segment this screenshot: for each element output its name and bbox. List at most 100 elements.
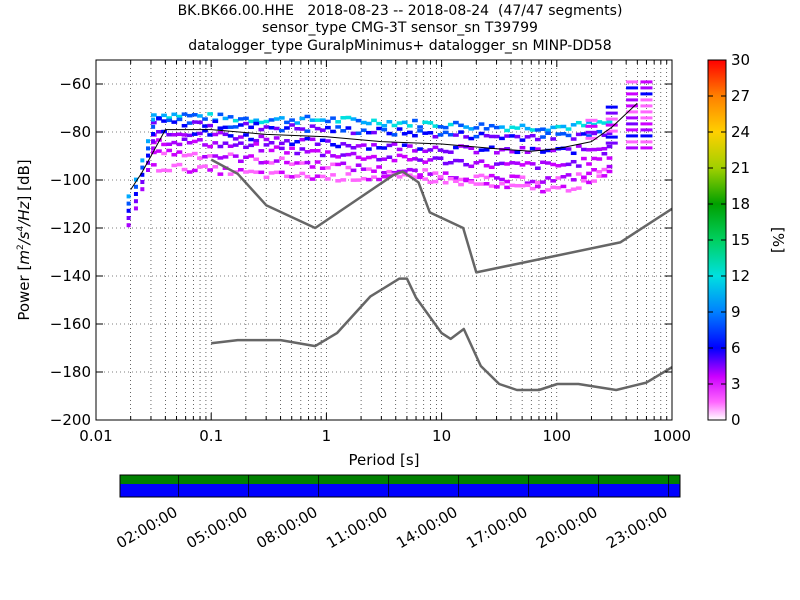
y-tick-label: −160 bbox=[50, 315, 91, 333]
psd-cell bbox=[330, 173, 336, 177]
psd-cell bbox=[350, 151, 357, 156]
psd-cell bbox=[499, 147, 505, 152]
psd-cell bbox=[273, 136, 280, 140]
psd-cell bbox=[463, 178, 470, 183]
x-tick-label: 0.1 bbox=[199, 427, 223, 445]
psd-cell bbox=[514, 174, 521, 179]
colorbar-tick-label: 12 bbox=[731, 267, 750, 285]
psd-cell bbox=[222, 132, 229, 137]
psd-cell bbox=[581, 156, 587, 161]
psd-cell bbox=[596, 120, 603, 124]
psd-cell bbox=[258, 120, 265, 125]
psd-cell bbox=[191, 113, 198, 117]
psd-cell bbox=[386, 155, 393, 159]
psd-cell bbox=[626, 104, 639, 108]
psd-cell bbox=[514, 161, 521, 165]
psd-cell bbox=[227, 115, 234, 119]
psd-cell bbox=[463, 125, 470, 129]
psd-cell bbox=[156, 169, 162, 173]
psd-cell bbox=[166, 148, 173, 153]
noise-model-curves bbox=[130, 102, 672, 392]
psd-cell bbox=[253, 138, 260, 143]
psd-cell bbox=[509, 134, 516, 138]
psd-cell bbox=[284, 120, 290, 125]
psd-cell bbox=[519, 183, 526, 188]
psd-cell bbox=[453, 158, 459, 163]
psd-cell bbox=[207, 154, 214, 158]
psd-cell bbox=[319, 118, 326, 122]
psd-cell bbox=[640, 134, 653, 138]
psd-cell bbox=[396, 153, 403, 158]
psd-cell bbox=[437, 133, 444, 137]
psd-cell bbox=[473, 182, 480, 186]
psd-cell bbox=[447, 150, 454, 154]
psd-cell bbox=[140, 158, 145, 163]
psd-cell bbox=[238, 141, 244, 145]
psd-cell bbox=[483, 182, 490, 186]
psd-cell bbox=[304, 174, 311, 179]
psd-cell bbox=[396, 121, 403, 125]
psd-cell bbox=[534, 184, 541, 189]
psd-cell bbox=[253, 157, 260, 162]
psd-cell bbox=[381, 170, 388, 175]
psd-cell bbox=[289, 146, 295, 150]
psd-cell bbox=[171, 112, 178, 117]
psd-cell bbox=[494, 125, 500, 130]
colorbar-tick-label: 9 bbox=[731, 303, 741, 321]
psd-cell bbox=[263, 125, 270, 129]
psd-cell bbox=[176, 142, 183, 147]
psd-cell bbox=[146, 139, 151, 144]
psd-cell bbox=[371, 154, 377, 159]
psd-cell bbox=[268, 141, 275, 145]
psd-cell bbox=[473, 126, 480, 130]
psd-cell bbox=[304, 114, 311, 119]
psd-cell bbox=[217, 156, 224, 160]
psd-cell bbox=[284, 139, 290, 143]
psd-cell bbox=[494, 162, 500, 166]
psd-cell bbox=[412, 175, 418, 179]
psd-cell bbox=[176, 132, 183, 137]
psd-cell bbox=[437, 156, 444, 161]
data-coverage-timeline: 02:00:00 05:00:00 08:00:00 11:00:00 14:00:00… bbox=[113, 474, 681, 552]
psd-cell bbox=[197, 131, 203, 136]
psd-cell bbox=[330, 143, 336, 147]
psd-cell bbox=[156, 149, 162, 153]
psd-cell bbox=[238, 123, 244, 127]
psd-cell bbox=[371, 175, 377, 179]
psd-cell bbox=[217, 112, 224, 117]
colorbar-ticks: 0 3 6 9 12 15 18 21 24 27 30 bbox=[708, 51, 750, 429]
psd-cell bbox=[202, 124, 208, 128]
coverage-bar-bottom bbox=[120, 484, 680, 497]
psd-cell bbox=[601, 167, 608, 172]
psd-cell bbox=[586, 162, 592, 166]
colorbar-tick-label: 0 bbox=[731, 411, 741, 429]
y-tick-label: −100 bbox=[50, 171, 91, 189]
psd-cell bbox=[360, 120, 367, 125]
psd-cell bbox=[376, 126, 382, 131]
psd-cell bbox=[605, 141, 618, 145]
psd-cell bbox=[509, 125, 516, 130]
psd-cell bbox=[605, 105, 618, 109]
psd-cell bbox=[248, 154, 254, 158]
psd-cell bbox=[284, 160, 290, 165]
psd-cell bbox=[304, 129, 311, 133]
psd-cell bbox=[478, 131, 485, 136]
psd-cell bbox=[360, 128, 367, 132]
psd-cell bbox=[504, 162, 510, 166]
psd-cell bbox=[304, 160, 311, 165]
coverage-frame bbox=[119, 474, 681, 498]
psd-cell bbox=[263, 137, 270, 142]
psd-cell bbox=[540, 180, 546, 184]
psd-cell bbox=[550, 185, 557, 190]
psd-cell bbox=[545, 161, 551, 165]
psd-cell bbox=[176, 117, 183, 122]
psd-cell bbox=[447, 133, 454, 137]
psd-cell bbox=[422, 168, 429, 172]
psd-cell bbox=[524, 181, 531, 185]
psd-cell bbox=[227, 152, 234, 156]
psd-cell bbox=[181, 112, 188, 116]
psd-cell bbox=[350, 131, 357, 136]
psd-cell bbox=[640, 98, 653, 102]
psd-cell bbox=[581, 175, 587, 180]
psd-cell bbox=[156, 138, 162, 142]
